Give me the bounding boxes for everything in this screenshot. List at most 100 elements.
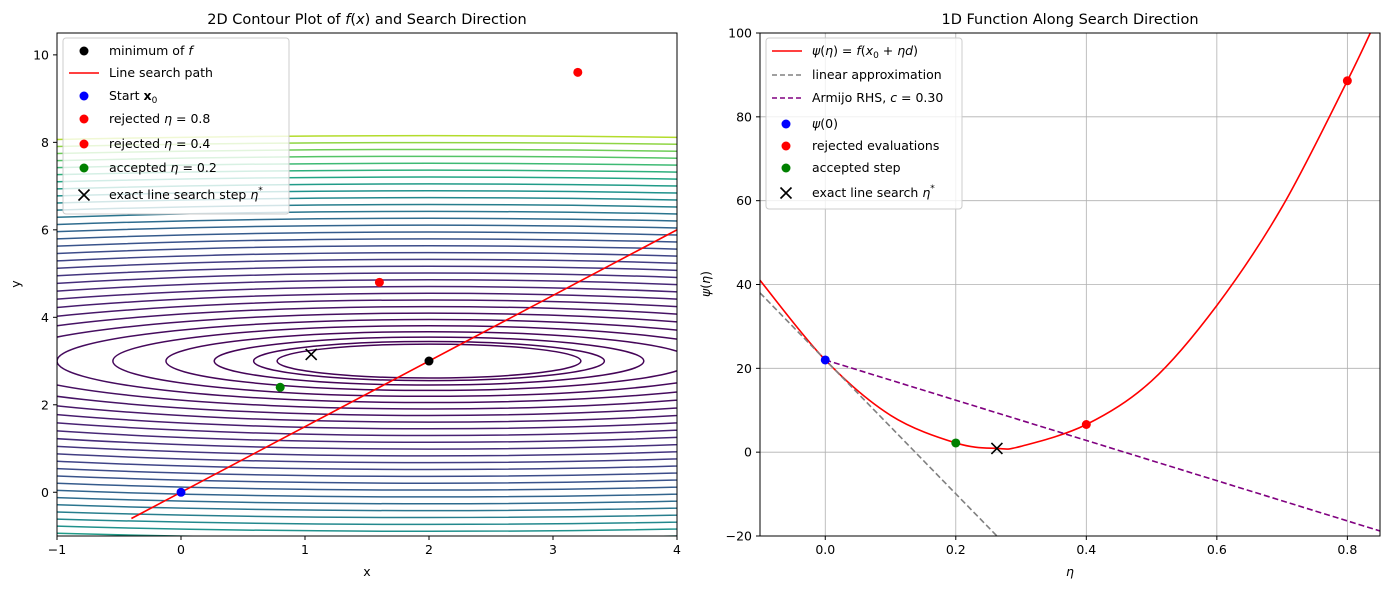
x-tick-label-4: 0.8 xyxy=(1337,542,1357,557)
legend-label-rejected-08: rejected η = 0.8 xyxy=(109,111,210,126)
contour-level-27 xyxy=(57,169,677,176)
contour-level-10 xyxy=(57,285,677,437)
x-tick-label-0: −1 xyxy=(48,542,66,557)
contour-level-7 xyxy=(57,305,677,417)
contour-level-31 xyxy=(57,141,677,148)
path-point-3 xyxy=(275,382,285,392)
legend-marker-minimum xyxy=(79,46,89,56)
legend-marker-rejected-04 xyxy=(79,139,89,149)
contour-x-axis-label: x xyxy=(363,564,370,579)
minimum-point xyxy=(424,356,434,366)
contour-legend-box xyxy=(62,37,290,215)
legend-label-armijo: Armijo RHS, c = 0.30 xyxy=(812,90,943,105)
armijo-rhs-line xyxy=(825,359,1380,532)
contour-level-8 xyxy=(57,299,677,423)
y-tick-label-6: 100 xyxy=(728,26,752,41)
contour-level-3 xyxy=(165,330,677,392)
legend-marker-accepted-step xyxy=(781,163,791,173)
linear-approximation-line xyxy=(760,292,998,536)
x-tick-label-2: 1 xyxy=(301,542,309,557)
legend-label-psi: ψ(η) = f(x0 + ηd) xyxy=(812,43,918,61)
legend-label-exact-eta: exact line search η* xyxy=(812,184,935,200)
legend-marker-accepted-02 xyxy=(79,163,89,173)
x-tick-label-0: 0.0 xyxy=(815,542,835,557)
exact-eta-marker xyxy=(990,442,1003,455)
path-point-1 xyxy=(573,67,583,77)
legend-marker-exact-eta xyxy=(779,186,793,200)
y-tick-label-2: 20 xyxy=(736,361,752,376)
psi-curve xyxy=(760,33,1372,450)
exact-step-marker xyxy=(305,348,318,361)
legend-marker-psi0 xyxy=(781,119,791,129)
contour-level-11 xyxy=(57,279,677,444)
contour-level-24 xyxy=(57,190,677,532)
contour-level-30 xyxy=(57,148,677,155)
contour-level-25 xyxy=(57,183,677,536)
contour-level-14 xyxy=(57,258,677,464)
line-plot-title: 1D Function Along Search Direction xyxy=(941,12,1198,28)
line-legend: ψ(η) = f(x0 + ηd) linear approximation A… xyxy=(765,37,963,210)
legend-label-accepted-02: accepted η = 0.2 xyxy=(109,160,217,175)
contour-level-32 xyxy=(57,134,677,141)
legend-label-minimum: minimum of f xyxy=(109,43,194,58)
contour-level-9 xyxy=(57,292,677,430)
legend-label-exact-step: exact line search step η* xyxy=(109,186,263,202)
legend-marker-rejected-evals xyxy=(781,141,791,151)
line-legend-box xyxy=(765,37,963,210)
x-tick-label-3: 0.6 xyxy=(1207,542,1227,557)
y-tick-label-2: 4 xyxy=(41,310,49,325)
x-tick-label-1: 0 xyxy=(177,542,185,557)
contour-level-17 xyxy=(57,238,677,484)
legend-marker-rejected-08 xyxy=(79,114,89,124)
eval-point-3 xyxy=(951,438,961,448)
legend-label-psi0: ψ(0) xyxy=(812,116,838,131)
y-tick-label-5: 80 xyxy=(736,109,752,124)
x-tick-label-4: 3 xyxy=(549,542,557,557)
legend-label-rejected-evals: rejected evaluations xyxy=(812,138,939,153)
contour-legend: minimum of f Line search path Start x0 r… xyxy=(62,37,290,215)
eval-point-0 xyxy=(820,355,830,365)
contour-level-28 xyxy=(57,162,677,169)
y-tick-label-0: −20 xyxy=(726,529,752,544)
path-point-2 xyxy=(374,277,384,287)
y-tick-label-3: 6 xyxy=(41,222,49,237)
legend-label-linear-approx: linear approximation xyxy=(812,67,942,82)
contour-level-16 xyxy=(57,245,677,478)
line-plot-panel: 1D Function Along Search Direction 0.0 0.… xyxy=(698,12,1381,579)
line-search-path xyxy=(131,228,677,520)
contour-level-26 xyxy=(57,176,677,183)
y-tick-label-5: 10 xyxy=(33,47,49,62)
x-tick-label-5: 4 xyxy=(673,542,681,557)
line-y-axis-label: ψ(η) xyxy=(698,271,713,297)
contour-y-axis-label: y xyxy=(8,280,23,288)
x-tick-label-3: 2 xyxy=(425,542,433,557)
contour-level-13 xyxy=(57,265,677,457)
contour-level-5 xyxy=(57,318,677,404)
y-tick-label-3: 40 xyxy=(736,277,752,292)
contour-level-22 xyxy=(57,203,677,519)
contour-level-12 xyxy=(57,272,677,450)
y-tick-label-4: 8 xyxy=(41,135,49,150)
contour-plot-frame xyxy=(56,32,678,537)
y-tick-label-0: 0 xyxy=(41,485,49,500)
legend-label-rejected-04: rejected η = 0.4 xyxy=(109,136,210,151)
contour-level-0 xyxy=(276,343,582,379)
y-tick-label-1: 2 xyxy=(41,397,49,412)
contour-level-1 xyxy=(252,340,606,382)
contour-plot-title: 2D Contour Plot of f(x) and Search Direc… xyxy=(207,12,527,28)
x-tick-label-1: 0.2 xyxy=(946,542,966,557)
contour-level-19 xyxy=(57,224,677,498)
legend-marker-exact-step xyxy=(77,188,91,202)
legend-label-search-path: Line search path xyxy=(109,65,213,80)
x-tick-label-2: 0.4 xyxy=(1076,542,1096,557)
line-x-axis-label: η xyxy=(1066,564,1074,579)
contour-level-18 xyxy=(57,231,677,491)
contour-level-6 xyxy=(57,312,677,410)
eval-point-2 xyxy=(1342,76,1352,86)
contour-level-29 xyxy=(57,155,677,162)
contour-level-2 xyxy=(213,336,645,386)
contour-level-20 xyxy=(57,217,677,505)
contour-level-15 xyxy=(57,251,677,471)
